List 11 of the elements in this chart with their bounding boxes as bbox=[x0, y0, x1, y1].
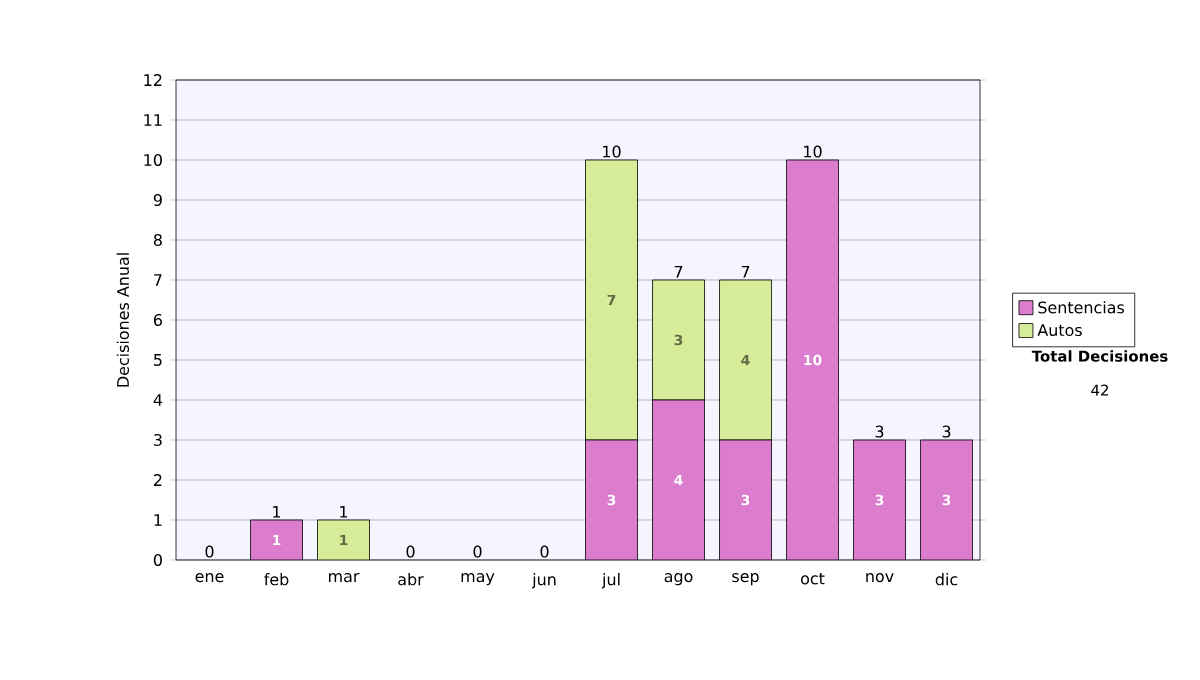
bar bbox=[652, 399, 705, 560]
bar bbox=[585, 159, 638, 441]
bar bbox=[920, 439, 973, 560]
bar bbox=[585, 439, 638, 560]
bar bbox=[652, 279, 705, 401]
bar bbox=[250, 519, 303, 560]
bar bbox=[853, 439, 906, 560]
bar bbox=[317, 519, 370, 560]
bar bbox=[786, 159, 839, 560]
bar bbox=[719, 439, 772, 560]
bar bbox=[719, 279, 772, 441]
